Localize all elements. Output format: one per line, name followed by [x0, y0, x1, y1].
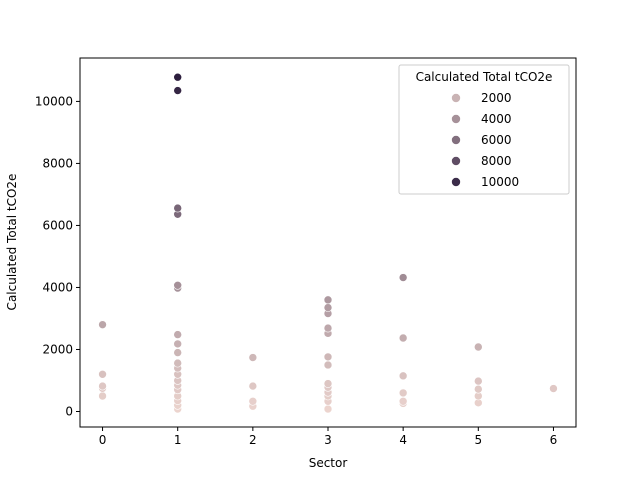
data-point [248, 353, 258, 362]
data-point [323, 379, 333, 388]
data-point [98, 369, 107, 379]
data-point [474, 384, 483, 394]
data-point [323, 404, 333, 414]
data-point [173, 358, 182, 368]
legend-label: 6000 [481, 133, 512, 147]
data-point [323, 352, 333, 362]
legend-box [398, 64, 570, 195]
data-point [98, 391, 107, 401]
data-point [173, 330, 182, 339]
data-point [323, 323, 333, 333]
y-tick-label: 4000 [42, 280, 73, 294]
legend-marker [451, 177, 461, 187]
legend-title: Calculated Total tCO2e [416, 70, 553, 84]
x-tick-label: 3 [324, 433, 332, 447]
data-point [549, 384, 558, 393]
data-point [323, 295, 333, 305]
data-point [98, 381, 107, 391]
data-point [323, 360, 333, 370]
data-point [248, 396, 258, 406]
legend-marker [451, 114, 461, 124]
x-ticks: 0 1 2 3 4 5 6 [99, 427, 558, 447]
x-axis-label: Sector [309, 456, 348, 470]
x-tick-label: 2 [249, 433, 257, 447]
data-point [398, 273, 408, 282]
data-point [398, 371, 408, 381]
data-point [248, 381, 258, 391]
data-point [398, 333, 408, 343]
legend-marker [451, 156, 461, 166]
x-tick-label: 1 [174, 433, 182, 447]
data-point [323, 303, 333, 312]
x-tick-label: 5 [474, 433, 482, 447]
y-axis-label: Calculated Total tCO2e [5, 174, 19, 311]
legend: Calculated Total tCO2e 2000 4000 6000 8000 1… [398, 64, 570, 195]
legend-label: 2000 [481, 91, 512, 105]
points-layer [98, 72, 558, 414]
legend-entries: 2000 4000 6000 8000 10000 [451, 91, 519, 189]
data-point [173, 339, 182, 349]
y-tick-label: 8000 [42, 156, 73, 170]
data-point [173, 203, 182, 213]
x-tick-label: 4 [399, 433, 407, 447]
data-point [474, 342, 483, 352]
y-tick-label: 10000 [35, 94, 73, 108]
data-point [173, 86, 182, 95]
legend-label: 4000 [481, 112, 512, 126]
y-tick-label: 0 [65, 404, 73, 418]
data-point [173, 348, 182, 357]
data-point [398, 388, 408, 398]
y-tick-label: 6000 [42, 218, 73, 232]
data-point [98, 320, 107, 329]
legend-label: 8000 [481, 154, 512, 168]
legend-marker [451, 93, 461, 103]
y-tick-label: 2000 [42, 342, 73, 356]
data-point [474, 376, 483, 386]
x-tick-label: 0 [99, 433, 107, 447]
legend-label: 10000 [481, 175, 519, 189]
y-ticks: 0 2000 4000 6000 8000 10000 [35, 94, 80, 418]
data-point [398, 396, 408, 406]
legend-marker [451, 135, 461, 145]
x-tick-label: 6 [550, 433, 558, 447]
data-point [173, 72, 182, 82]
data-point [173, 280, 182, 290]
